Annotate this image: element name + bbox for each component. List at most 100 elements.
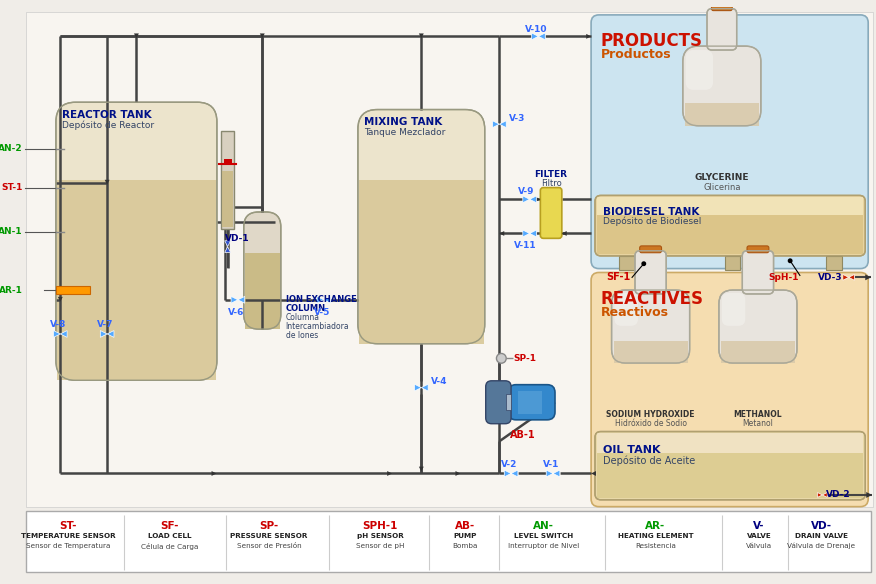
Text: VD-: VD- xyxy=(811,522,832,531)
FancyBboxPatch shape xyxy=(595,196,865,256)
Text: OIL TANK: OIL TANK xyxy=(603,445,661,455)
Text: VALVE: VALVE xyxy=(746,533,771,539)
Polygon shape xyxy=(225,241,230,246)
Text: V-4: V-4 xyxy=(431,377,448,386)
Text: Reactivos: Reactivos xyxy=(601,305,669,319)
Text: Célula de Carga: Célula de Carga xyxy=(141,543,198,550)
Text: V-10: V-10 xyxy=(526,25,548,34)
Text: AN-2: AN-2 xyxy=(0,144,23,153)
Bar xyxy=(222,171,234,227)
FancyBboxPatch shape xyxy=(358,110,484,344)
Bar xyxy=(826,256,842,270)
Polygon shape xyxy=(530,230,536,237)
Text: AB-1: AB-1 xyxy=(510,430,535,440)
Text: Productos: Productos xyxy=(601,48,672,61)
Polygon shape xyxy=(817,492,823,498)
Bar xyxy=(685,103,759,126)
Text: ION EXCHANGE: ION EXCHANGE xyxy=(286,295,357,304)
Bar xyxy=(26,510,871,572)
Text: V-6: V-6 xyxy=(228,308,244,317)
Text: DRAIN VALVE: DRAIN VALVE xyxy=(795,533,848,539)
Text: ST-: ST- xyxy=(60,522,77,531)
Text: SP-: SP- xyxy=(259,522,279,531)
Text: PRESSURE SENSOR: PRESSURE SENSOR xyxy=(230,533,307,539)
Polygon shape xyxy=(134,33,139,39)
FancyBboxPatch shape xyxy=(595,432,865,500)
Polygon shape xyxy=(586,34,591,39)
Polygon shape xyxy=(419,33,424,39)
Text: Depósito de Biodiesel: Depósito de Biodiesel xyxy=(603,217,701,227)
Polygon shape xyxy=(317,297,324,303)
Polygon shape xyxy=(562,231,567,236)
Text: VD-2: VD-2 xyxy=(826,491,851,499)
Polygon shape xyxy=(591,471,596,476)
Bar xyxy=(506,394,511,410)
Text: LOAD CELL: LOAD CELL xyxy=(148,533,191,539)
FancyBboxPatch shape xyxy=(711,3,732,11)
FancyBboxPatch shape xyxy=(707,9,737,50)
Polygon shape xyxy=(492,121,499,127)
Text: ST-1: ST-1 xyxy=(2,183,23,192)
Circle shape xyxy=(497,353,506,363)
Text: Sensor de Temperatura: Sensor de Temperatura xyxy=(26,543,110,549)
Bar xyxy=(613,341,688,363)
Bar xyxy=(597,197,864,215)
Polygon shape xyxy=(849,274,854,280)
Text: AN-: AN- xyxy=(533,522,554,531)
Text: PUMP: PUMP xyxy=(454,533,477,539)
Bar xyxy=(597,215,864,254)
Text: SODIUM HYDROXIDE: SODIUM HYDROXIDE xyxy=(606,410,695,419)
Polygon shape xyxy=(387,471,392,476)
Text: LEVEL SWITCH: LEVEL SWITCH xyxy=(513,533,573,539)
Text: Columna: Columna xyxy=(286,314,320,322)
Polygon shape xyxy=(843,274,849,280)
Bar xyxy=(597,433,864,453)
FancyBboxPatch shape xyxy=(635,251,667,294)
Text: GLYCERINE: GLYCERINE xyxy=(695,173,749,182)
FancyBboxPatch shape xyxy=(591,273,868,507)
Bar xyxy=(26,12,873,507)
Polygon shape xyxy=(499,121,506,127)
Text: Válvula: Válvula xyxy=(745,543,772,549)
Polygon shape xyxy=(456,471,461,476)
Text: Hidróxido de Sodio: Hidróxido de Sodio xyxy=(615,419,687,428)
FancyBboxPatch shape xyxy=(56,102,217,380)
Polygon shape xyxy=(865,274,871,280)
Text: VD-1: VD-1 xyxy=(225,234,250,243)
Text: REACTIVES: REACTIVES xyxy=(601,290,703,308)
FancyBboxPatch shape xyxy=(540,187,562,238)
Text: V-3: V-3 xyxy=(509,114,526,123)
Text: V-1: V-1 xyxy=(543,460,559,469)
Polygon shape xyxy=(324,297,330,303)
Polygon shape xyxy=(553,470,560,477)
Text: V-11: V-11 xyxy=(514,241,537,251)
FancyBboxPatch shape xyxy=(508,385,555,420)
Text: Glicerina: Glicerina xyxy=(703,183,740,192)
FancyBboxPatch shape xyxy=(614,293,638,326)
Text: SF-: SF- xyxy=(160,522,179,531)
Text: V-5: V-5 xyxy=(314,308,330,317)
Text: AR-: AR- xyxy=(646,522,666,531)
Polygon shape xyxy=(58,297,63,302)
Text: Resistencia: Resistencia xyxy=(635,543,676,549)
FancyBboxPatch shape xyxy=(719,290,797,363)
Polygon shape xyxy=(866,492,872,498)
Text: Interruptor de Nivel: Interruptor de Nivel xyxy=(508,543,579,549)
Bar xyxy=(57,180,215,380)
FancyBboxPatch shape xyxy=(722,293,745,326)
Text: AR-1: AR-1 xyxy=(0,286,23,294)
Polygon shape xyxy=(101,331,107,338)
Polygon shape xyxy=(505,470,511,477)
FancyBboxPatch shape xyxy=(244,212,281,329)
Text: V-: V- xyxy=(753,522,765,531)
Circle shape xyxy=(788,258,793,263)
FancyBboxPatch shape xyxy=(742,251,774,294)
Polygon shape xyxy=(53,331,60,338)
Text: AN-1: AN-1 xyxy=(0,227,23,236)
Bar xyxy=(619,256,635,270)
Text: REACTOR TANK: REACTOR TANK xyxy=(62,110,152,120)
Polygon shape xyxy=(105,180,110,185)
Polygon shape xyxy=(511,470,518,477)
Bar xyxy=(223,159,231,164)
Text: FILTER: FILTER xyxy=(534,170,568,179)
